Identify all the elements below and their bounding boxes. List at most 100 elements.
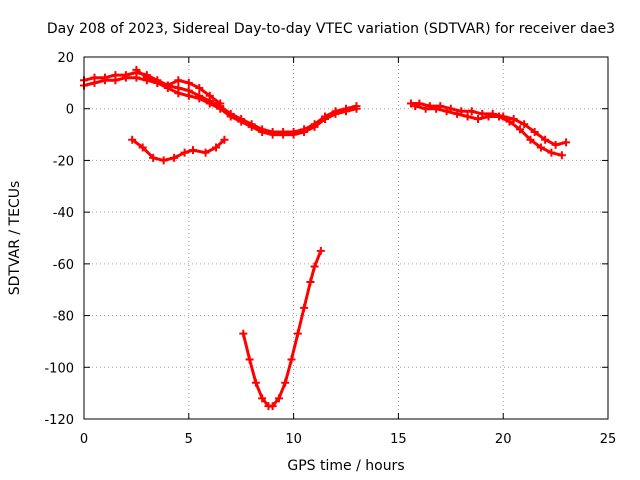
data-point: [406, 99, 415, 108]
data-point: [184, 78, 193, 87]
y-tick-label: 20: [57, 51, 74, 66]
data-point: [268, 402, 277, 411]
y-tick-label: -40: [53, 206, 74, 221]
data-point: [331, 109, 340, 118]
data-point: [536, 143, 545, 152]
data-point: [188, 146, 197, 155]
data-point: [274, 394, 283, 403]
data-point: [515, 125, 524, 134]
data-point: [268, 130, 277, 139]
data-point: [163, 81, 172, 90]
x-tick-label: 0: [80, 432, 88, 447]
y-tick-label: -20: [53, 154, 74, 169]
y-tick-label: -120: [44, 413, 74, 428]
data-point: [220, 135, 229, 144]
data-point: [149, 153, 158, 162]
y-tick-label: -100: [44, 361, 74, 376]
data-point: [551, 140, 560, 149]
data-point: [287, 355, 296, 364]
data-point: [300, 127, 309, 136]
data-point: [251, 378, 260, 387]
data-point: [289, 130, 298, 139]
data-point: [505, 117, 514, 126]
data-point: [310, 262, 319, 271]
data-point: [174, 89, 183, 98]
data-point: [293, 329, 302, 338]
data-point: [453, 109, 462, 118]
series-arc-late-lower: [411, 102, 566, 160]
y-tick-label: -80: [53, 310, 74, 325]
data-point: [411, 102, 420, 111]
y-axis-label: SDTVAR / TECUs: [7, 181, 23, 296]
data-point: [212, 143, 221, 152]
x-tick-label: 15: [390, 432, 407, 447]
series-line: [130, 138, 226, 162]
x-tick-label: 10: [285, 432, 302, 447]
x-tick-label: 25: [600, 432, 617, 447]
data-point: [195, 84, 204, 93]
data-point: [258, 394, 267, 403]
series-arc-low: [128, 135, 229, 165]
data-point: [100, 76, 109, 85]
data-point: [121, 73, 130, 82]
chart-title: Day 208 of 2023, Sidereal Day-to-day VTE…: [47, 21, 615, 37]
data-point: [530, 127, 539, 136]
data-point: [159, 156, 168, 165]
data-point: [195, 94, 204, 103]
x-tick-label: 5: [185, 432, 193, 447]
data-point: [442, 107, 451, 116]
data-point: [432, 104, 441, 113]
data-point: [90, 78, 99, 87]
series-arc-deep: [239, 246, 325, 411]
series-line: [409, 102, 568, 147]
data-point: [174, 76, 183, 85]
data-point: [352, 104, 361, 113]
tick-layer: 0 5 10 15 20 25 20 0 -20 -40 -60 -80 -100 -120: [44, 51, 616, 447]
data-point: [216, 99, 225, 108]
y-tick-label: -60: [53, 258, 74, 273]
series-arc-early-band: [80, 73, 361, 139]
data-point: [237, 117, 246, 126]
series-arc-late-upper: [406, 99, 571, 149]
data-point: [226, 112, 235, 121]
data-point: [306, 277, 315, 286]
data-point: [132, 65, 141, 74]
data-point: [547, 148, 556, 157]
series-line: [241, 249, 323, 408]
data-point: [205, 91, 214, 100]
data-point: [557, 151, 566, 160]
data-point: [245, 355, 254, 364]
data-point: [201, 148, 210, 157]
x-tick-label: 20: [495, 432, 512, 447]
data-point: [467, 107, 476, 116]
data-point: [509, 115, 518, 124]
data-point: [562, 138, 571, 147]
data-point: [321, 115, 330, 124]
data-point: [205, 99, 214, 108]
data-point: [279, 130, 288, 139]
series-layer: [80, 65, 571, 411]
y-tick-label: 0: [66, 103, 74, 118]
data-point: [495, 112, 504, 121]
data-point: [421, 104, 430, 113]
data-point: [300, 303, 309, 312]
series-arc-mid-upper: [132, 65, 225, 108]
data-point: [281, 378, 290, 387]
data-point: [316, 246, 325, 255]
data-point: [342, 107, 350, 116]
data-point: [541, 135, 550, 144]
data-point: [463, 112, 472, 121]
data-point: [132, 73, 141, 82]
data-point: [526, 135, 535, 144]
data-point: [310, 122, 319, 131]
data-point: [180, 148, 189, 157]
data-point: [258, 127, 267, 136]
data-point: [128, 135, 137, 144]
data-point: [520, 120, 529, 129]
data-point: [170, 153, 179, 162]
data-point: [239, 329, 248, 338]
plot-frame: [83, 56, 609, 420]
data-point: [142, 73, 151, 82]
data-point: [153, 78, 162, 87]
